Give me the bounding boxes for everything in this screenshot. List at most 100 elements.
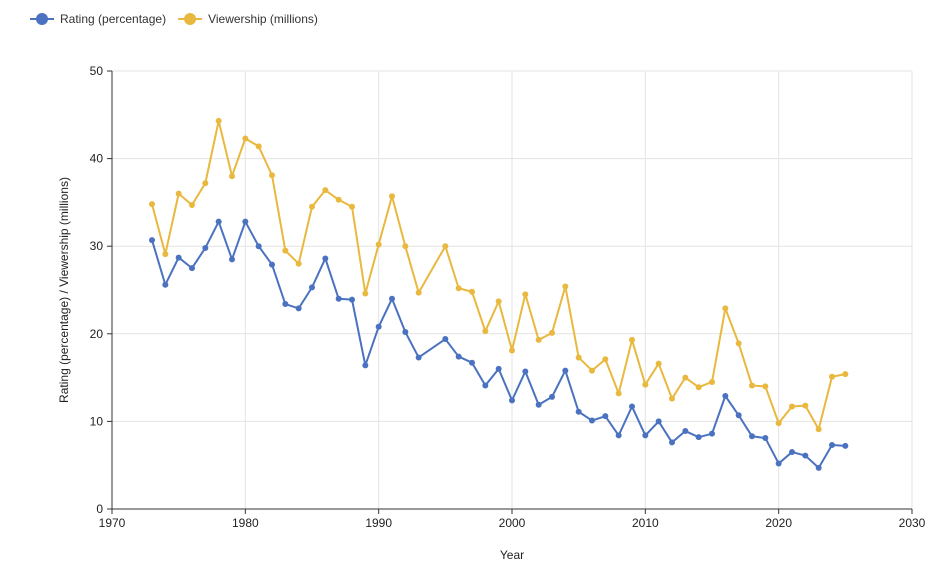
data-point: [469, 359, 475, 366]
data-point: [322, 255, 329, 262]
legend-marker: [36, 13, 48, 25]
data-point: [562, 367, 569, 374]
data-point: [229, 256, 235, 263]
y-axis-ticks: 0 10 20 30 40 50: [90, 64, 112, 516]
data-point: [669, 439, 675, 446]
data-point: [255, 143, 262, 150]
legend-item-1[interactable]: Rating (percentage): [30, 12, 166, 26]
data-point: [402, 329, 409, 336]
y-axis-title: Rating (percentage) / Viewership (millio…: [57, 177, 71, 403]
data-point: [562, 283, 569, 290]
x-tick-label: 1990: [365, 516, 392, 530]
data-point: [522, 291, 529, 298]
data-point: [695, 384, 702, 391]
data-point: [455, 285, 462, 292]
data-point: [189, 202, 195, 209]
data-point: [375, 323, 382, 330]
data-point: [775, 460, 782, 467]
legend-item-2[interactable]: Viewership (millions): [178, 12, 318, 26]
data-point: [575, 354, 582, 361]
data-point: [535, 336, 542, 343]
x-tick-label: 2010: [632, 516, 659, 530]
data-point: [642, 432, 649, 439]
data-point: [575, 408, 582, 415]
data-point: [189, 265, 195, 272]
data-point: [202, 244, 209, 251]
data-point: [295, 305, 302, 312]
data-point: [709, 430, 715, 437]
data-point: [335, 196, 342, 203]
data-point: [802, 402, 809, 409]
data-point: [402, 243, 409, 250]
data-point: [362, 362, 369, 369]
data-point: [442, 243, 449, 250]
data-point: [789, 449, 795, 456]
series-layer: [149, 117, 849, 471]
x-axis-ticks: 1970 1980 1990 2000 2010 2020 2030: [99, 509, 926, 530]
legend-label: Rating (percentage): [60, 12, 166, 26]
data-point: [589, 367, 595, 374]
data-point: [202, 180, 209, 187]
y-tick-label: 20: [90, 327, 104, 341]
y-tick-label: 0: [96, 502, 103, 516]
data-point: [322, 187, 329, 194]
data-point: [602, 413, 609, 420]
data-point: [389, 295, 395, 302]
data-point: [509, 347, 515, 354]
data-point: [215, 117, 222, 124]
data-point: [162, 281, 169, 288]
series-2: [149, 117, 849, 433]
data-point: [842, 442, 849, 449]
data-point: [735, 340, 742, 347]
data-point: [842, 371, 849, 378]
legend-label: Viewership (millions): [208, 12, 318, 26]
data-point: [482, 382, 489, 389]
data-point: [829, 373, 835, 380]
data-point: [749, 433, 755, 440]
data-point: [802, 452, 809, 459]
data-point: [749, 382, 755, 389]
data-point: [255, 243, 262, 250]
data-point: [469, 288, 475, 295]
data-point: [789, 403, 795, 410]
x-axis-title: Year: [500, 548, 524, 562]
data-point: [655, 360, 662, 367]
data-point: [455, 353, 462, 360]
data-point: [775, 420, 782, 427]
data-point: [695, 434, 702, 441]
data-point: [389, 193, 395, 200]
data-point: [615, 390, 622, 397]
y-tick-label: 40: [90, 152, 104, 166]
data-point: [349, 203, 355, 210]
data-point: [175, 190, 182, 197]
x-tick-label: 1970: [99, 516, 126, 530]
data-point: [415, 289, 422, 296]
data-point: [175, 254, 182, 261]
series-1: [149, 218, 849, 471]
data-point: [242, 135, 249, 142]
legend: Rating (percentage) Viewership (millions): [30, 12, 318, 26]
data-point: [309, 284, 315, 291]
data-point: [282, 301, 289, 308]
data-point: [549, 329, 555, 336]
data-point: [215, 218, 222, 225]
data-point: [655, 418, 662, 425]
data-point: [415, 354, 422, 361]
series-line: [151, 119, 846, 431]
data-point: [295, 260, 302, 267]
y-tick-label: 10: [90, 414, 104, 428]
data-point: [589, 417, 595, 424]
data-point: [535, 401, 542, 408]
data-point: [722, 392, 729, 399]
data-point: [709, 378, 715, 385]
data-point: [269, 261, 275, 268]
y-tick-label: 50: [90, 64, 104, 78]
data-point: [762, 383, 769, 390]
data-point: [162, 251, 169, 258]
data-point: [229, 173, 235, 180]
data-point: [282, 247, 289, 254]
data-point: [722, 305, 729, 312]
data-point: [442, 336, 449, 343]
